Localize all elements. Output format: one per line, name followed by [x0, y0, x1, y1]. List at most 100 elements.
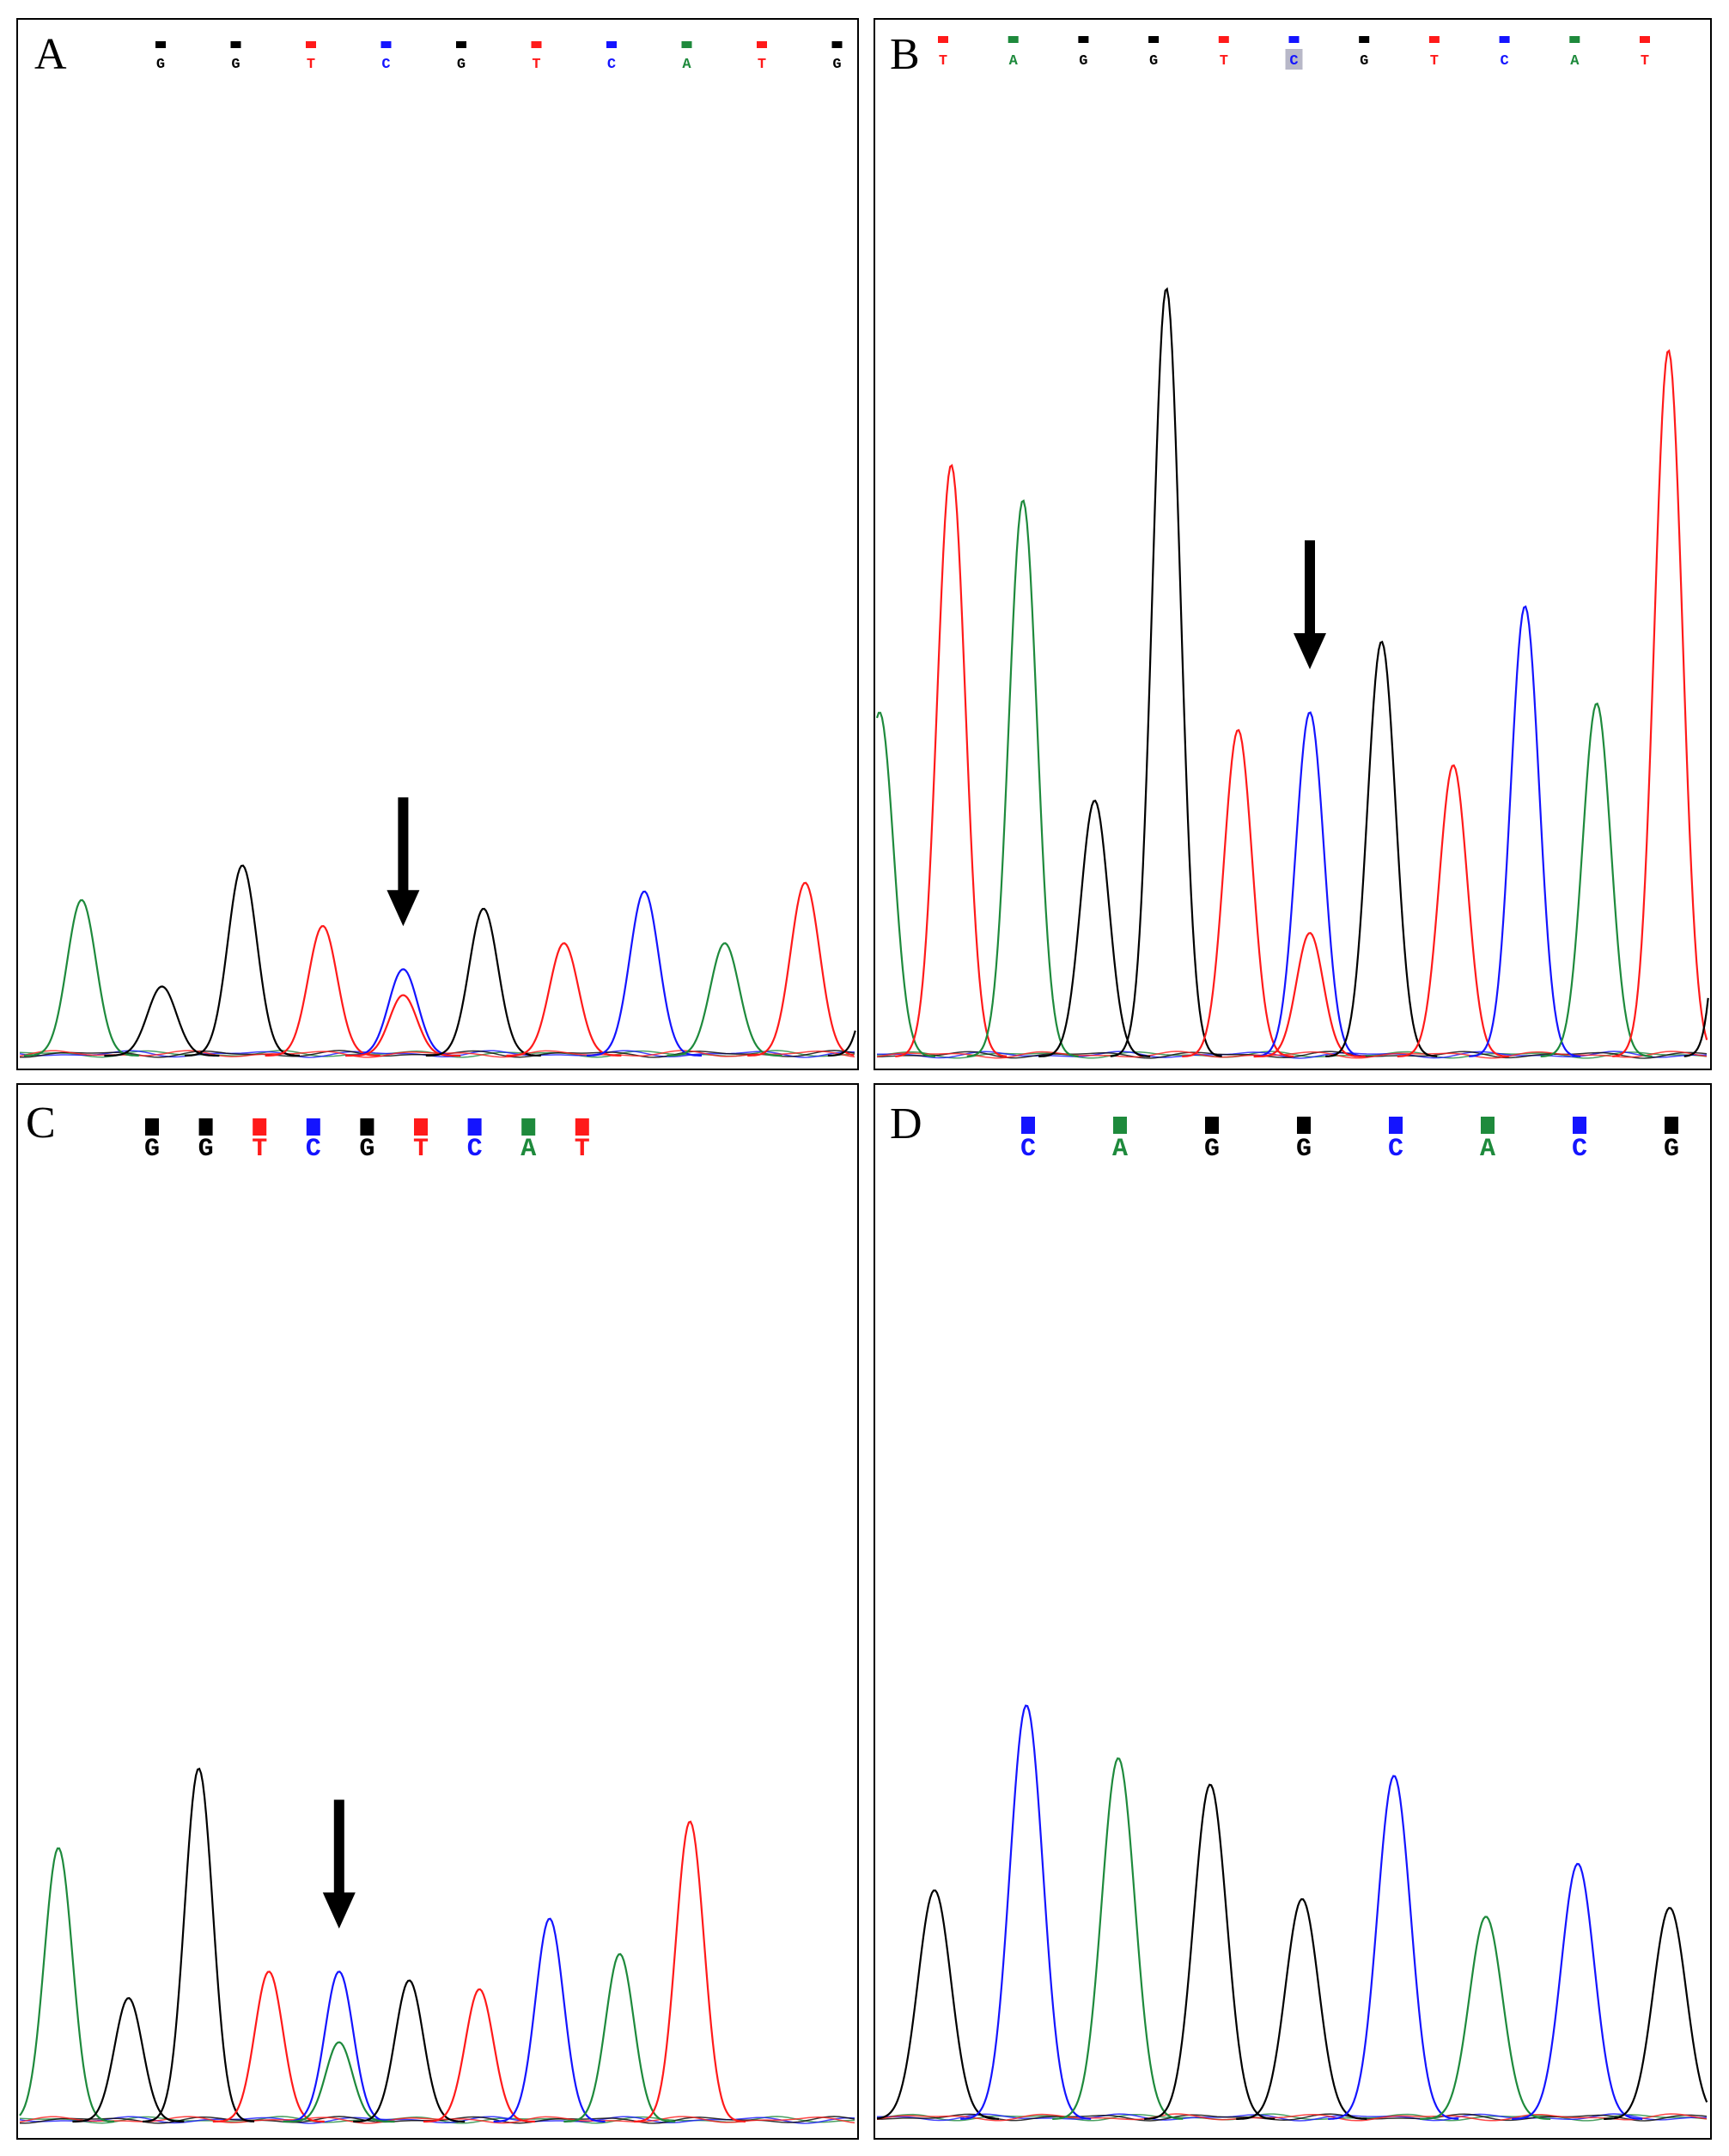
peak-trace [895, 464, 1008, 1057]
base-call-letter: C [1388, 1135, 1403, 1164]
baseline-trace [19, 2116, 855, 2124]
panel-label: D [890, 1099, 922, 1148]
base-quality-marker [198, 1118, 213, 1136]
peak-trace [1612, 349, 1708, 1057]
peak-trace [19, 1847, 115, 2123]
base-call-letter: C [607, 57, 616, 73]
panel-label: B [890, 30, 920, 79]
base-quality-marker [1359, 36, 1370, 43]
base-quality-marker [681, 41, 692, 48]
base-call-letter: G [1204, 1135, 1220, 1164]
base-quality-marker [521, 1118, 536, 1136]
base-quality-marker [306, 1118, 320, 1136]
base-quality-marker [1021, 1117, 1035, 1134]
base-call-letter: A [1480, 1135, 1495, 1164]
baseline-trace [876, 1051, 1708, 1059]
base-call-letter: T [1641, 53, 1649, 70]
peak-trace [563, 1952, 676, 2123]
base-quality-marker [1499, 36, 1510, 43]
base-call-letter: T [413, 1135, 429, 1164]
peak-trace [1038, 799, 1151, 1057]
base-call-letter: A [1570, 53, 1580, 70]
peak-trace [1052, 1757, 1184, 2120]
base-quality-marker [1640, 36, 1650, 43]
base-quality-marker [230, 41, 241, 48]
panel-d: DC A G G C A C G [874, 1083, 1712, 2140]
mutation-arrow [322, 1800, 356, 1929]
peak-trace [875, 711, 936, 1057]
base-quality-marker [1113, 1117, 1127, 1134]
peak-trace [966, 499, 1079, 1057]
base-call-letter: C [1572, 1135, 1587, 1164]
peak-trace [72, 1997, 185, 2123]
peak-trace [587, 890, 702, 1057]
peak-trace [1253, 711, 1366, 1057]
base-call-highlight [1285, 49, 1303, 70]
panel-frame [16, 1083, 859, 2140]
base-quality-marker [360, 1118, 374, 1136]
peak-trace [265, 924, 381, 1057]
peak-trace [1420, 1915, 1551, 2120]
peak-trace [827, 1030, 856, 1057]
base-quality-marker [1297, 1117, 1311, 1134]
peak-trace [747, 881, 855, 1057]
base-quality-marker [467, 1118, 482, 1136]
peak-trace [506, 942, 622, 1057]
base-call-letter: C [1020, 1135, 1036, 1164]
peak-trace [353, 1979, 466, 2123]
base-quality-marker [1569, 36, 1580, 43]
base-call-letter: T [252, 1135, 267, 1164]
base-quality-marker [1288, 36, 1300, 43]
base-call-letter: A [1112, 1135, 1128, 1164]
base-quality-marker [155, 41, 166, 48]
peak-trace [1110, 287, 1222, 1057]
base-quality-marker [938, 36, 948, 43]
base-call-letter: C [467, 1135, 483, 1164]
base-call-letter: G [231, 57, 240, 73]
baseline-trace [19, 2116, 855, 2124]
mutation-arrow [387, 797, 420, 927]
base-call-letter: A [682, 57, 691, 73]
base-call-letter: T [575, 1135, 590, 1164]
base-call-letter: A [521, 1135, 536, 1164]
peak-trace [633, 1820, 746, 2123]
peak-trace [23, 898, 139, 1057]
panel-c: CG G T C G T C A T [16, 1083, 859, 2140]
base-quality-marker [1148, 36, 1160, 43]
base-quality-marker [253, 1118, 267, 1136]
peak-trace [1604, 1907, 1708, 2120]
panel-label: A [34, 30, 67, 79]
base-quality-marker [145, 1118, 159, 1136]
peak-trace [960, 1704, 1092, 2120]
base-call-letter: G [198, 1135, 214, 1164]
base-quality-marker [414, 1118, 428, 1136]
base-quality-marker [456, 41, 466, 48]
base-call-letter: A [1009, 53, 1019, 70]
peak-trace [283, 1970, 395, 2123]
base-quality-marker [831, 41, 843, 48]
panel-frame [16, 18, 859, 1070]
base-call-letter: G [1079, 53, 1087, 70]
base-call-letter: G [457, 57, 466, 73]
base-call-letter: G [1664, 1135, 1679, 1164]
base-call-letter: T [532, 57, 540, 73]
base-call-letter: T [1430, 53, 1439, 70]
peak-trace [185, 864, 300, 1057]
base-quality-marker [757, 41, 767, 48]
base-quality-marker [531, 41, 542, 48]
peak-trace [1540, 702, 1653, 1057]
peak-trace [423, 1988, 535, 2123]
base-quality-marker [606, 41, 617, 48]
base-call-letter: G [144, 1135, 160, 1164]
peak-trace [1236, 1897, 1367, 2120]
base-quality-marker [1008, 36, 1019, 43]
base-call-letter: T [307, 57, 315, 73]
base-quality-marker [381, 41, 392, 48]
peak-trace [425, 907, 541, 1057]
base-quality-marker [1205, 1117, 1219, 1134]
base-call-letter: T [758, 57, 766, 73]
base-call-letter: G [156, 57, 165, 73]
baseline-trace [19, 1050, 855, 1058]
